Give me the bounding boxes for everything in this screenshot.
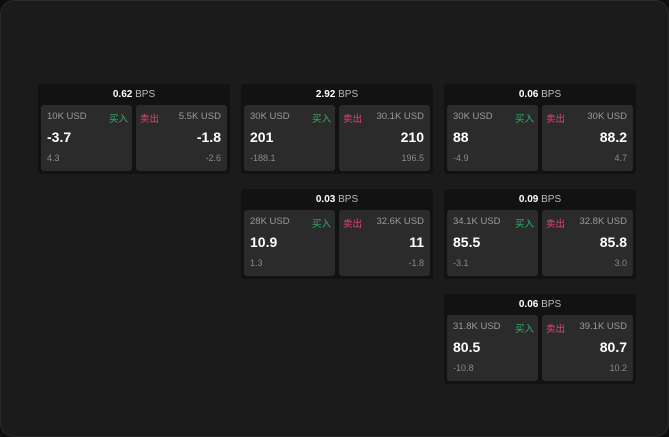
sell-change: -2.6 — [205, 153, 221, 163]
buy-label: 买入 — [108, 114, 128, 125]
spread-value: 0.06 — [518, 299, 539, 310]
spread-header: 0.06 BPS — [444, 84, 636, 105]
sell-label: 卖出 — [546, 114, 566, 125]
buy-size: 10K USD — [47, 111, 87, 122]
sell-change: 3.0 — [614, 258, 627, 268]
buy-size: 31.8K USD — [453, 321, 501, 332]
buy-change: -4.9 — [453, 153, 469, 163]
buy-cell[interactable]: 30K USD 买入 88 -4.9 — [447, 105, 538, 171]
buy-cell[interactable]: 34.1K USD 买入 85.5 -3.1 — [447, 210, 538, 276]
sell-cell[interactable]: 卖出 32.8K USD 85.8 3.0 — [542, 210, 633, 276]
quote-widget: 2.92 BPS 30K USD 买入 201 -188.1 卖出 30.1K USD 2… — [241, 84, 433, 174]
buy-change: 1.3 — [250, 258, 263, 268]
buy-change: -188.1 — [250, 153, 276, 163]
sell-change: 196.5 — [401, 153, 424, 163]
buy-label: 买入 — [514, 324, 534, 335]
sell-price: 11 — [409, 234, 424, 250]
spread-header: 0.62 BPS — [38, 84, 230, 105]
sell-size: 39.1K USD — [579, 321, 627, 332]
buy-label: 买入 — [514, 114, 534, 125]
sell-change: 4.7 — [614, 153, 627, 163]
spread-value: 2.92 — [315, 89, 336, 100]
spread-value: 0.03 — [315, 194, 336, 205]
spread-header: 0.06 BPS — [444, 294, 636, 315]
buy-change: 4.3 — [47, 153, 60, 163]
buy-cell[interactable]: 30K USD 买入 201 -188.1 — [244, 105, 335, 171]
spread-header: 0.03 BPS — [241, 189, 433, 210]
buy-size: 30K USD — [453, 111, 493, 122]
sell-size: 32.6K USD — [376, 216, 424, 227]
buy-price: 201 — [250, 129, 274, 145]
spread-value: 0.06 — [518, 89, 539, 100]
spread-unit: BPS — [541, 89, 562, 100]
sell-price: 210 — [400, 129, 424, 145]
sell-label: 卖出 — [343, 114, 363, 125]
spread-unit: BPS — [135, 89, 156, 100]
sell-price: 85.8 — [599, 234, 627, 250]
buy-price: 85.5 — [453, 234, 481, 250]
sell-cell[interactable]: 卖出 30.1K USD 210 196.5 — [339, 105, 430, 171]
buy-price: 88 — [453, 129, 469, 145]
buy-label: 买入 — [514, 219, 534, 230]
sell-price: 80.7 — [599, 339, 627, 355]
sell-label: 卖出 — [140, 114, 160, 125]
sell-cell[interactable]: 卖出 30K USD 88.2 4.7 — [542, 105, 633, 171]
spread-unit: BPS — [541, 299, 562, 310]
sell-change: 10.2 — [609, 363, 627, 373]
spread-header: 0.09 BPS — [444, 189, 636, 210]
buy-cell[interactable]: 10K USD 买入 -3.7 4.3 — [41, 105, 132, 171]
buy-cell[interactable]: 31.8K USD 买入 80.5 -10.8 — [447, 315, 538, 381]
sell-size: 30.1K USD — [376, 111, 424, 122]
buy-cell[interactable]: 28K USD 买入 10.9 1.3 — [244, 210, 335, 276]
buy-price: 80.5 — [453, 339, 481, 355]
quote-widget: 0.62 BPS 10K USD 买入 -3.7 4.3 卖出 5.5K USD -1.8… — [38, 84, 230, 174]
buy-price: -3.7 — [47, 129, 72, 145]
sell-cell[interactable]: 卖出 5.5K USD -1.8 -2.6 — [136, 105, 227, 171]
sell-label: 卖出 — [546, 219, 566, 230]
quote-widget: 0.03 BPS 28K USD 买入 10.9 1.3 卖出 32.6K USD 11 -… — [241, 189, 433, 279]
buy-size: 34.1K USD — [453, 216, 501, 227]
buy-change: -10.8 — [453, 363, 474, 373]
spread-value: 0.62 — [112, 89, 133, 100]
quote-widget: 0.09 BPS 34.1K USD 买入 85.5 -3.1 卖出 32.8K USD… — [444, 189, 636, 279]
sell-size: 32.8K USD — [579, 216, 627, 227]
buy-label: 买入 — [311, 219, 331, 230]
spread-unit: BPS — [338, 194, 359, 205]
spread-unit: BPS — [338, 89, 359, 100]
sell-cell[interactable]: 卖出 39.1K USD 80.7 10.2 — [542, 315, 633, 381]
quote-widget: 0.06 BPS 30K USD 买入 88 -4.9 卖出 30K USD 88.2 4.… — [444, 84, 636, 174]
sell-price: -1.8 — [196, 129, 221, 145]
buy-size: 30K USD — [250, 111, 290, 122]
sell-size: 5.5K USD — [178, 111, 221, 122]
spread-header: 2.92 BPS — [241, 84, 433, 105]
buy-size: 28K USD — [250, 216, 290, 227]
buy-change: -3.1 — [453, 258, 469, 268]
spread-unit: BPS — [541, 194, 562, 205]
quote-widget: 0.06 BPS 31.8K USD 买入 80.5 -10.8 卖出 39.1K US… — [444, 294, 636, 384]
buy-price: 10.9 — [250, 234, 278, 250]
sell-price: 88.2 — [599, 129, 627, 145]
spread-value: 0.09 — [518, 194, 539, 205]
sell-size: 30K USD — [587, 111, 627, 122]
sell-cell[interactable]: 卖出 32.6K USD 11 -1.8 — [339, 210, 430, 276]
sell-label: 卖出 — [546, 324, 566, 335]
sell-label: 卖出 — [343, 219, 363, 230]
buy-label: 买入 — [311, 114, 331, 125]
sell-change: -1.8 — [408, 258, 424, 268]
